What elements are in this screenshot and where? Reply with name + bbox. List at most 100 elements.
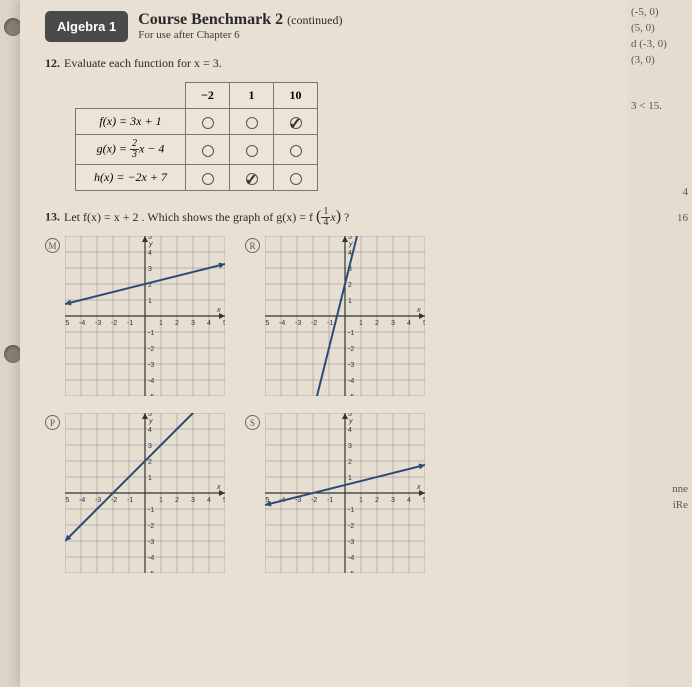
svg-text:4: 4 — [407, 497, 411, 504]
svg-text:-4: -4 — [348, 378, 354, 385]
svg-text:y: y — [348, 241, 353, 248]
question-13: 13. Let f(x) = x + 2 . Which shows the g… — [45, 207, 605, 228]
svg-text:-5: -5 — [65, 497, 69, 504]
course-title: Course Benchmark 2 (continued) — [138, 10, 342, 29]
side-text: nne — [627, 481, 692, 497]
svg-text:1: 1 — [348, 475, 352, 482]
col-header: 10 — [274, 83, 318, 109]
svg-text:2: 2 — [175, 320, 179, 327]
graph-m: -5-5-4-4-3-3-2-2-1-11122334455yx — [65, 236, 225, 396]
answer-bubble[interactable] — [274, 135, 318, 165]
svg-text:-2: -2 — [148, 523, 154, 530]
svg-text:-3: -3 — [148, 362, 154, 369]
svg-text:4: 4 — [407, 320, 411, 327]
question-12: 12. Evaluate each function for x = 3. — [45, 54, 605, 72]
svg-text:-5: -5 — [148, 571, 154, 573]
graph-p-wrap: P -5-5-4-4-3-3-2-2-1-11122334455yx — [65, 413, 225, 578]
title-text: Course Benchmark 2 — [138, 11, 283, 28]
svg-text:4: 4 — [348, 427, 352, 434]
side-text: (5, 0) — [627, 20, 692, 36]
graphs-top-row: M -5-5-4-4-3-3-2-2-1-11122334455yx R -5-… — [65, 236, 605, 401]
side-text: iRe — [627, 497, 692, 513]
svg-text:1: 1 — [359, 497, 363, 504]
svg-text:2: 2 — [148, 459, 152, 466]
svg-text:2: 2 — [175, 497, 179, 504]
svg-text:1: 1 — [348, 298, 352, 305]
svg-text:-3: -3 — [348, 362, 354, 369]
adjacent-page: (-5, 0) (5, 0) d (-3, 0) (3, 0) 3 < 15. … — [627, 0, 692, 687]
q13-number: 13. — [45, 210, 60, 224]
answer-bubble[interactable] — [186, 135, 230, 165]
svg-text:3: 3 — [148, 443, 152, 450]
page-header: Algebra 1 Course Benchmark 2 (continued)… — [45, 10, 605, 42]
col-header: 1 — [230, 83, 274, 109]
graph-s: -5-5-4-4-3-3-2-2-1-11122334455yx — [265, 413, 425, 573]
svg-text:-3: -3 — [348, 539, 354, 546]
svg-text:-2: -2 — [148, 346, 154, 353]
svg-text:3: 3 — [148, 266, 152, 273]
svg-text:y: y — [348, 418, 353, 425]
svg-text:x: x — [416, 307, 421, 314]
answer-bubble[interactable] — [230, 135, 274, 165]
svg-text:-4: -4 — [79, 320, 85, 327]
svg-text:5: 5 — [423, 320, 425, 327]
worksheet-page: Algebra 1 Course Benchmark 2 (continued)… — [20, 0, 630, 687]
choice-p-bubble[interactable]: P — [45, 415, 60, 430]
svg-text:-2: -2 — [311, 497, 317, 504]
svg-text:3: 3 — [191, 497, 195, 504]
svg-text:3: 3 — [191, 320, 195, 327]
subtitle: For use after Chapter 6 — [138, 29, 342, 42]
q12-text: Evaluate each function for x = 3. — [64, 56, 222, 70]
graphs-bottom-row: P -5-5-4-4-3-3-2-2-1-11122334455yx S -5-… — [65, 413, 605, 578]
svg-text:-5: -5 — [65, 320, 69, 327]
choice-s-bubble[interactable]: S — [245, 415, 260, 430]
svg-text:-2: -2 — [111, 497, 117, 504]
answer-bubble[interactable] — [186, 109, 230, 135]
svg-text:-2: -2 — [111, 320, 117, 327]
svg-text:x: x — [216, 484, 221, 491]
svg-text:-3: -3 — [95, 497, 101, 504]
svg-text:-4: -4 — [279, 320, 285, 327]
q13-text: Let f(x) = x + 2 . Which shows the graph… — [64, 210, 349, 224]
graph-p: -5-5-4-4-3-3-2-2-1-11122334455yx — [65, 413, 225, 573]
svg-text:1: 1 — [359, 320, 363, 327]
svg-text:-1: -1 — [127, 320, 133, 327]
table-row: g(x) = 23x − 4 — [76, 135, 318, 165]
answer-bubble[interactable] — [230, 165, 274, 191]
q13-text-a: Let f(x) = x + 2 . Which shows the graph… — [64, 210, 313, 224]
choice-m-bubble[interactable]: M — [45, 238, 60, 253]
title-block: Course Benchmark 2 (continued) For use a… — [138, 10, 342, 42]
svg-text:-1: -1 — [148, 330, 154, 337]
side-text: (3, 0) — [627, 52, 692, 68]
table-row: h(x) = −2x + 7 — [76, 165, 318, 191]
svg-text:5: 5 — [423, 497, 425, 504]
svg-text:1: 1 — [148, 475, 152, 482]
answer-bubble[interactable] — [274, 165, 318, 191]
svg-text:5: 5 — [223, 497, 225, 504]
q13-text-b: ? — [344, 210, 349, 224]
svg-text:2: 2 — [348, 282, 352, 289]
svg-text:-1: -1 — [327, 320, 333, 327]
side-text: d (-3, 0) — [627, 36, 692, 52]
answer-bubble[interactable] — [230, 109, 274, 135]
svg-text:-4: -4 — [79, 497, 85, 504]
svg-text:-1: -1 — [348, 507, 354, 514]
svg-text:-5: -5 — [348, 394, 354, 396]
side-text: (-5, 0) — [627, 4, 692, 20]
continued-text: (continued) — [287, 13, 342, 27]
svg-text:y: y — [148, 418, 153, 425]
svg-text:y: y — [148, 241, 153, 248]
svg-text:4: 4 — [207, 320, 211, 327]
answer-bubble[interactable] — [274, 109, 318, 135]
svg-text:5: 5 — [223, 320, 225, 327]
svg-text:-5: -5 — [348, 571, 354, 573]
svg-text:-5: -5 — [148, 394, 154, 396]
row-label: g(x) = 23x − 4 — [76, 135, 186, 165]
answer-bubble[interactable] — [186, 165, 230, 191]
svg-text:-1: -1 — [327, 497, 333, 504]
row-label: f(x) = 3x + 1 — [76, 109, 186, 135]
choice-r-bubble[interactable]: R — [245, 238, 260, 253]
svg-text:1: 1 — [148, 298, 152, 305]
svg-text:-1: -1 — [127, 497, 133, 504]
row-label: h(x) = −2x + 7 — [76, 165, 186, 191]
